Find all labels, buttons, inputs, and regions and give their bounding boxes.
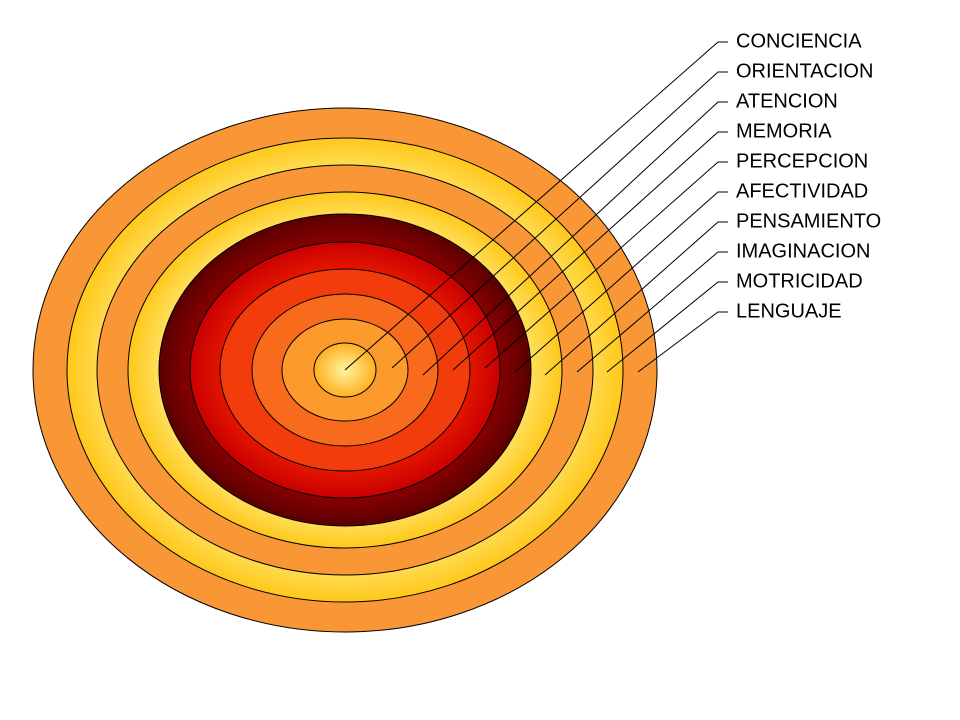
label: IMAGINACION [736, 240, 870, 262]
leader-line [544, 221, 728, 376]
leaders [344, 41, 728, 376]
label: PERCEPCION [736, 150, 868, 172]
label: ATENCION [736, 90, 838, 112]
labels: CONCIENCIA ORIENTACION ATENCION MEMORIA … [736, 30, 881, 322]
label: MEMORIA [736, 120, 832, 142]
leader-line [344, 41, 728, 371]
label: PENSAMIENTO [736, 210, 881, 232]
leader-line [391, 71, 728, 369]
label: ORIENTACION [736, 60, 873, 82]
label: LENGUAJE [736, 300, 842, 322]
leader-line [576, 251, 728, 373]
leader-line [606, 281, 728, 373]
label: MOTRICIDAD [736, 270, 863, 292]
label: AFECTIVIDAD [736, 180, 868, 202]
leader-line [484, 161, 728, 369]
leader-line [637, 311, 728, 373]
label: CONCIENCIA [736, 30, 862, 52]
leader-line [422, 101, 728, 376]
leader-line [452, 131, 728, 371]
leader-line [514, 191, 728, 373]
